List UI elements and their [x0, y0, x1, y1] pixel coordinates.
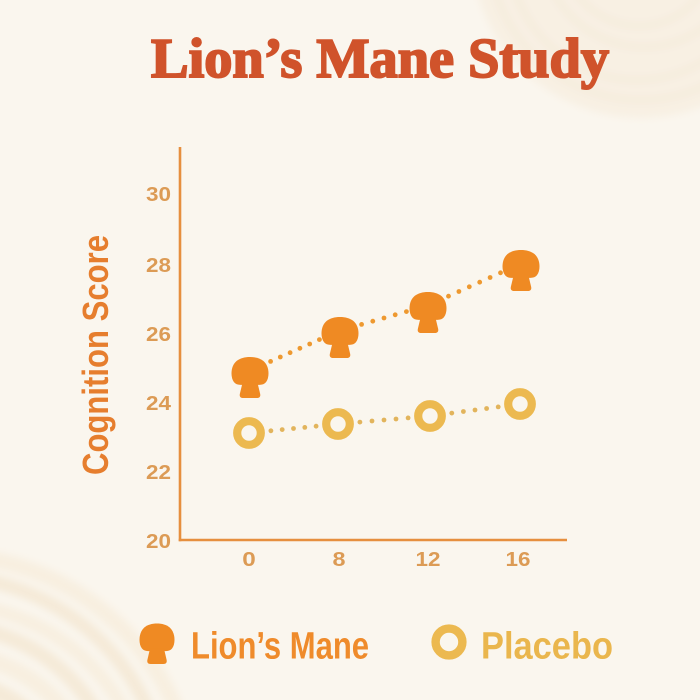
- svg-text:22: 22: [146, 462, 171, 484]
- svg-text:28: 28: [146, 255, 171, 277]
- svg-text:26: 26: [146, 324, 171, 346]
- svg-text:24: 24: [146, 393, 172, 415]
- svg-text:30: 30: [146, 184, 171, 206]
- svg-text:Cognition Score: Cognition Score: [75, 235, 116, 475]
- svg-text:16: 16: [506, 549, 531, 571]
- svg-text:Lion’s Mane Study: Lion’s Mane Study: [151, 28, 609, 90]
- svg-text:0: 0: [242, 549, 256, 571]
- svg-text:20: 20: [146, 531, 171, 553]
- svg-text:Placebo: Placebo: [481, 626, 613, 668]
- svg-text:Lion’s Mane: Lion’s Mane: [191, 626, 369, 668]
- svg-text:8: 8: [333, 549, 346, 571]
- svg-text:12: 12: [416, 549, 441, 571]
